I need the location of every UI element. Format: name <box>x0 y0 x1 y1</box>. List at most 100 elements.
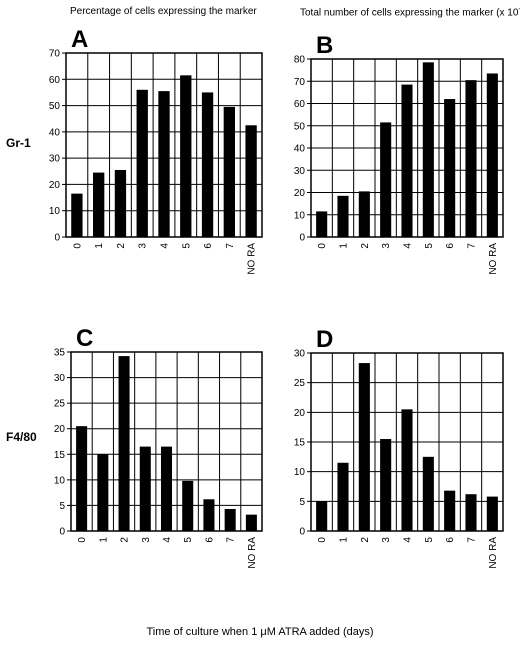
y-tick-label: 40 <box>294 144 306 155</box>
y-tick-label: 25 <box>54 399 66 410</box>
bar <box>160 446 173 531</box>
bar <box>358 363 370 531</box>
x-tick-label: 4 <box>162 537 173 543</box>
bar <box>118 356 130 531</box>
bar <box>422 456 434 531</box>
y-tick-label: 40 <box>49 127 61 138</box>
bar <box>422 62 434 238</box>
panel-letter: D <box>316 326 333 353</box>
x-tick-label: 2 <box>360 537 371 543</box>
chart-2-group: 0 5 10 15 20 25 30 35 0 1 2 3 4 5 6 7 NO RA C <box>54 325 263 569</box>
chart-1-group: 0 10 20 30 40 50 60 70 80 0 1 2 3 4 5 6 7 NO RA B <box>294 32 504 275</box>
bar <box>316 501 328 531</box>
x-tick-label: 5 <box>424 537 435 543</box>
x-tick-label: 6 <box>445 243 456 249</box>
bar <box>401 84 413 238</box>
x-tick-label: 7 <box>467 537 478 543</box>
y-tick-label: 0 <box>299 527 305 538</box>
y-tick-label: 60 <box>49 75 61 86</box>
panel-letter: B <box>316 32 333 59</box>
bar <box>201 92 214 237</box>
bar <box>465 494 477 531</box>
x-tick-label: NO RA <box>488 243 499 275</box>
x-tick-label: 6 <box>203 243 214 249</box>
x-tick-label: NO RA <box>247 243 258 275</box>
bar <box>245 125 257 237</box>
bar <box>97 454 109 531</box>
x-tick-label: 5 <box>183 537 194 543</box>
y-tick-label: 15 <box>54 450 66 461</box>
x-tick-label: 2 <box>360 243 371 249</box>
bar <box>71 193 83 237</box>
y-tick-label: 10 <box>294 467 306 478</box>
x-tick-label: 1 <box>94 243 105 249</box>
y-tick-label: 35 <box>54 348 66 359</box>
y-tick-label: 10 <box>54 475 66 486</box>
y-tick-label: 50 <box>49 101 61 112</box>
bar <box>203 499 215 531</box>
bar <box>444 99 456 237</box>
bar <box>114 169 127 237</box>
x-tick-label: 7 <box>226 537 237 543</box>
x-tick-label: 4 <box>160 243 171 249</box>
x-tick-label: 6 <box>445 537 456 543</box>
y-tick-label: 30 <box>49 154 61 165</box>
y-tick-label: 5 <box>59 501 65 512</box>
x-tick-label: 2 <box>120 537 131 543</box>
y-tick-label: 30 <box>294 349 306 360</box>
x-tick-label: 1 <box>339 537 350 543</box>
bar <box>76 426 88 531</box>
y-tick-label: 0 <box>59 527 65 538</box>
x-tick-label: 2 <box>116 243 127 249</box>
bar <box>486 73 498 238</box>
y-tick-label: 0 <box>299 233 305 244</box>
y-tick-label: 20 <box>54 424 66 435</box>
bar <box>380 439 392 531</box>
bar <box>316 211 328 237</box>
y-tick-label: 70 <box>49 49 61 60</box>
x-tick-label: 0 <box>317 243 328 249</box>
panel-letter: A <box>71 26 88 53</box>
header-left: Percentage of cells expressing the marke… <box>70 6 257 17</box>
header-right: Total number of cells expressing the mar… <box>300 6 520 19</box>
bar <box>465 80 477 237</box>
x-tick-label: 5 <box>424 243 435 249</box>
x-tick-label: 4 <box>403 537 414 543</box>
y-tick-label: 10 <box>49 206 61 217</box>
bar <box>245 514 257 531</box>
bar <box>380 122 392 237</box>
y-tick-label: 60 <box>294 99 306 110</box>
y-tick-label: 50 <box>294 121 306 132</box>
bar <box>486 496 498 531</box>
y-tick-label: 20 <box>294 188 306 199</box>
y-tick-label: 0 <box>54 233 60 244</box>
row-label-f480: F4/80 <box>6 430 37 444</box>
chart-0-group: 0 10 20 30 40 50 60 70 0 1 2 3 4 5 6 7 NO RA A <box>49 26 263 275</box>
bar <box>180 75 192 237</box>
x-tick-label: 0 <box>317 537 328 543</box>
y-tick-label: 20 <box>49 180 61 191</box>
y-tick-label: 20 <box>294 408 306 419</box>
x-tick-label: 7 <box>467 243 478 249</box>
bar <box>139 446 151 531</box>
x-tick-label: 3 <box>381 243 392 249</box>
x-tick-label: 3 <box>141 537 152 543</box>
panel-letter: C <box>76 325 93 352</box>
x-tick-label: 3 <box>381 537 392 543</box>
y-tick-label: 25 <box>294 378 306 389</box>
chart-3-group: 0 5 10 15 20 25 30 0 1 2 3 4 5 6 7 NO RA D <box>294 326 504 569</box>
x-axis-label: Time of culture when 1 μM ATRA added (da… <box>146 626 374 638</box>
bar <box>401 409 413 531</box>
bar <box>93 172 105 237</box>
bar <box>136 89 148 237</box>
x-tick-label: 1 <box>339 243 350 249</box>
y-tick-label: 30 <box>54 373 66 384</box>
bar <box>223 106 235 237</box>
x-tick-label: 7 <box>225 243 236 249</box>
y-tick-label: 30 <box>294 166 306 177</box>
bar <box>182 480 194 531</box>
x-tick-label: 5 <box>181 243 192 249</box>
